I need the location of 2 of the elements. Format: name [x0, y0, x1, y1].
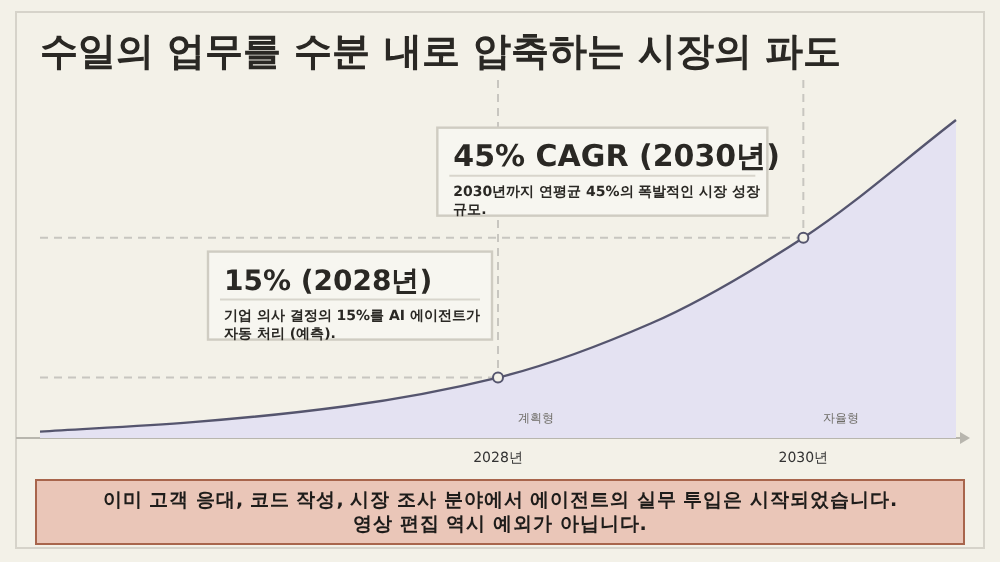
chart-title: 수일의 업무를 수분 내로 압축하는 시장의 파도	[40, 30, 842, 74]
text: 이미 고객 응대, 코드 작성, 시장 조사 분야에서 에이전트의 실무 투입은 시작되었습니다. 영상 편집 역시 예외가 아닙니다.	[102, 490, 898, 536]
